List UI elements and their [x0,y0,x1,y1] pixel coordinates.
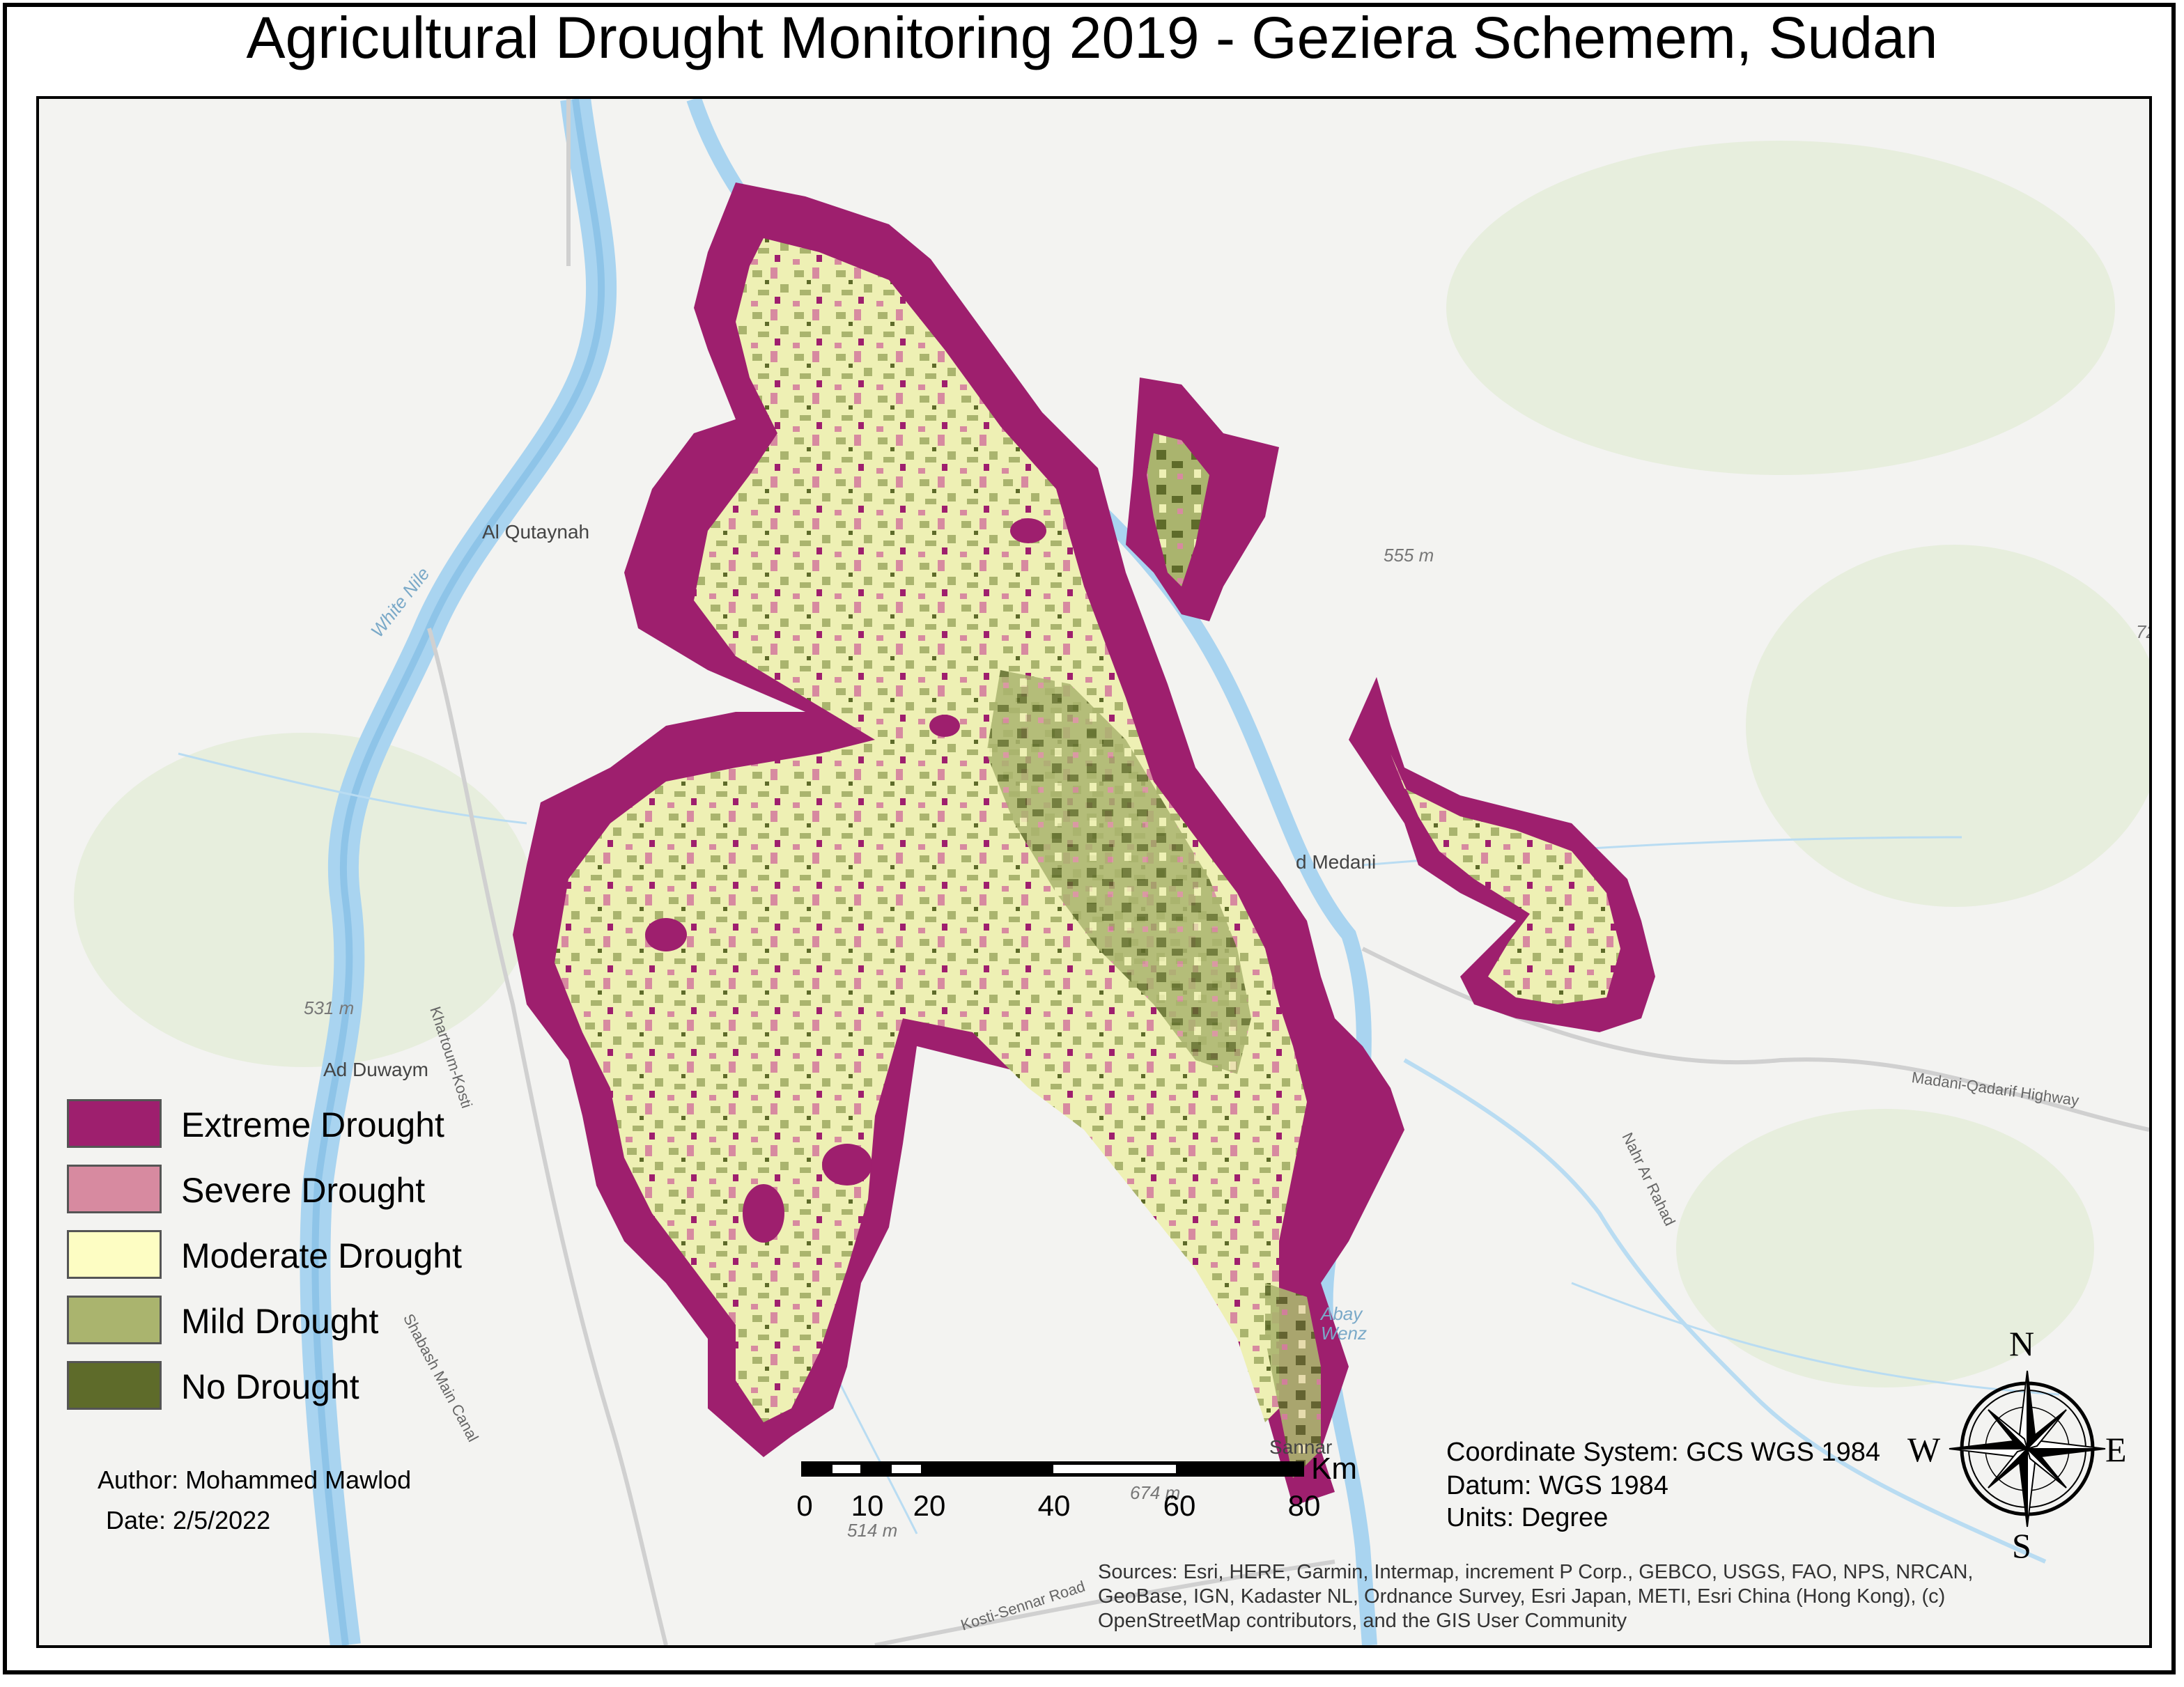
white-nile-river-channel [311,99,605,1645]
legend-label: No Drought [181,1367,359,1406]
elevation-label: 674 m [1130,1482,1181,1503]
gezira-scheme-area[interactable] [513,182,1404,1506]
map-frame[interactable]: Al Qutaynah Ad Duwaym d Medani Sannar 55… [36,96,2152,1648]
gezira-core-green[interactable] [986,670,1251,1074]
sources-line: GeoBase, IGN, Kadaster NL, Ordnance Surv… [1098,1585,1946,1608]
legend-item-extreme: Extreme Drought [67,1099,555,1151]
legend-swatch-mild [67,1296,162,1344]
legend-label: Mild Drought [181,1302,379,1341]
north-arrow-compass-icon [1949,1370,2106,1527]
datum-label: Datum: WGS 1984 [1446,1471,1668,1500]
extreme-patch[interactable] [929,715,960,737]
gezira-ne-block[interactable] [1126,378,1279,621]
legend-item-severe: Severe Drought [67,1165,555,1216]
scale-tick-label: 40 [1037,1489,1071,1522]
elevation-label: 514 m [847,1520,898,1541]
legend-item-none: No Drought [67,1361,555,1413]
legend-label: Extreme Drought [181,1105,444,1144]
place-label-sannar: Sannar [1269,1436,1333,1458]
sources-line: OpenStreetMap contributors, and the GIS … [1098,1610,1627,1632]
scale-bar [801,1461,1304,1477]
sources-line: Sources: Esri, HERE, Garmin, Intermap, i… [1098,1561,1974,1583]
date-label: Date: 2/5/2022 [106,1506,271,1534]
place-label-al-qutaynah: Al Qutaynah [482,521,590,543]
water-label-abay-wenz: Abay Wenz [1321,1303,1367,1344]
extreme-patch[interactable] [1010,518,1046,543]
elevation-label: 531 m [304,997,355,1018]
map-title: Agricultural Drought Monitoring 2019 - G… [246,5,1938,70]
author-label: Author: Mohammed Mawlod [98,1466,412,1494]
map-canvas[interactable] [39,99,2149,1645]
legend-swatch-severe [67,1165,162,1213]
legend-item-mild: Mild Drought [67,1296,555,1347]
compass-south-label: S [2012,1526,2031,1565]
legend-item-moderate: Moderate Drought [67,1230,555,1282]
legend-label: Severe Drought [181,1171,426,1210]
place-label-ad-duwaym: Ad Duwaym [323,1059,428,1080]
elevation-label: 72 [2136,621,2149,642]
sannar-strip-green[interactable] [1265,1283,1321,1478]
units-label: Units: Degree [1446,1503,1609,1532]
legend-swatch-extreme [67,1099,162,1148]
compass-north-label: N [2009,1324,2035,1363]
gezira-main-interior[interactable] [555,238,1307,1422]
scale-tick-label: 60 [1163,1489,1196,1522]
rahad-scheme-area[interactable] [1349,677,1655,1032]
scale-tick-label: 80 [1287,1489,1321,1522]
extreme-patch[interactable] [822,1144,872,1185]
sources-credit: Sources: Esri, HERE, Garmin, Intermap, i… [1098,1560,1973,1633]
scale-tick-label: 10 [851,1489,884,1522]
scale-tick-label: 20 [913,1489,946,1522]
page-frame [3,3,2176,1674]
scale-tick-label: 0 [796,1489,813,1522]
compass-east-label: E [2105,1430,2127,1469]
elevation-label: 555 m [1384,545,1434,566]
coordinate-system-label: Coordinate System: GCS WGS 1984 [1446,1438,1881,1467]
basemap-vegetation [74,141,2149,1387]
legend-label: Moderate Drought [181,1236,463,1275]
legend-swatch-moderate [67,1230,162,1279]
legend-swatch-none [67,1361,162,1410]
place-label-wad-medani: d Medani [1296,851,1377,873]
extreme-patch[interactable] [743,1184,784,1243]
compass-west-label: W [1907,1430,1941,1469]
extreme-patch[interactable] [645,918,687,951]
scale-unit: Km [1311,1452,1357,1486]
